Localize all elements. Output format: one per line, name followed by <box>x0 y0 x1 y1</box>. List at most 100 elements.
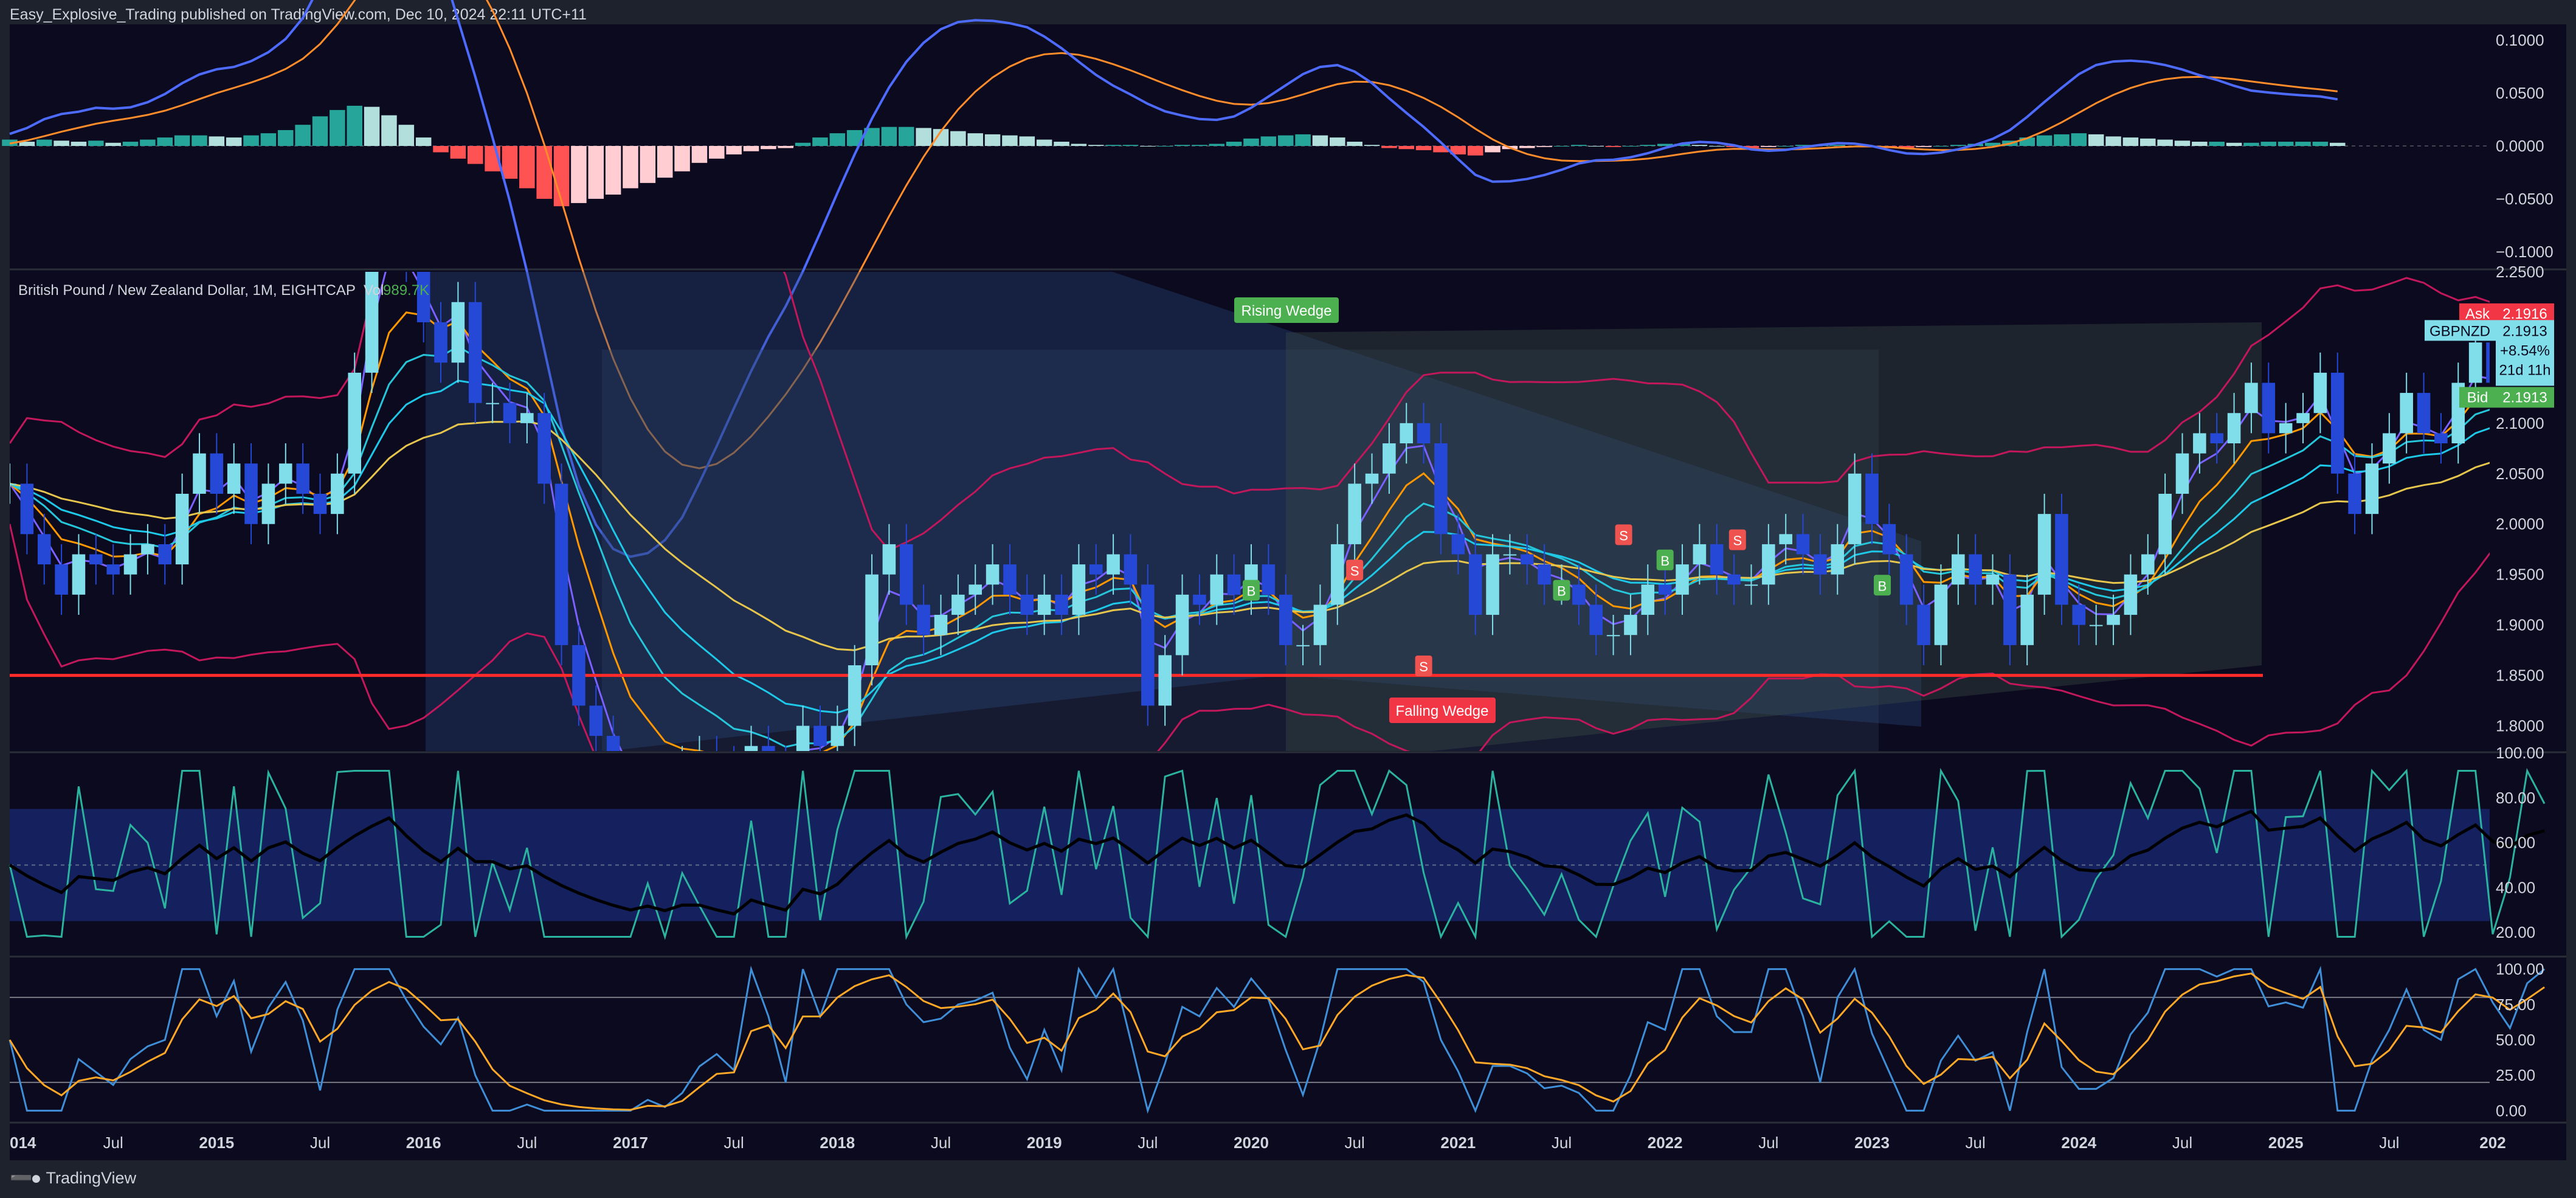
candle-countdown: 21d 11h <box>2499 362 2551 378</box>
macd-histogram-bar <box>812 137 828 146</box>
macd-histogram-bar <box>916 128 931 146</box>
candle-body <box>2037 514 2051 595</box>
sell-marker-text: S <box>1733 533 1742 549</box>
candle-body <box>210 453 224 494</box>
candle-body <box>2486 342 2490 383</box>
macd-histogram-bar <box>1640 145 1656 146</box>
moving-average-line <box>10 420 2490 651</box>
buy-marker-text: B <box>1878 578 1887 594</box>
wedge-zone <box>426 272 1921 751</box>
macd-histogram-bar <box>1140 146 1156 147</box>
candle-body <box>2365 463 2379 514</box>
sell-marker-text: S <box>1419 659 1428 674</box>
macd-histogram-bar <box>1623 146 1638 147</box>
macd-histogram-bar <box>1295 134 1311 146</box>
macd-histogram-bar <box>761 146 776 150</box>
macd-histogram-bar <box>1260 136 1277 146</box>
candle-body <box>1779 534 1792 544</box>
candle-body <box>796 725 810 751</box>
candle-body <box>2227 413 2241 444</box>
macd-histogram-bar <box>726 146 742 154</box>
macd-histogram-bar <box>571 146 587 203</box>
time-axis-label: 2021 <box>1440 1134 1476 1152</box>
macd-histogram-bar <box>54 140 69 146</box>
time-axis-label: 2018 <box>820 1134 855 1152</box>
macd-histogram-bar <box>2312 142 2329 146</box>
sell-marker-text: S <box>1619 528 1628 543</box>
candle-body <box>1831 544 1845 575</box>
candle-body <box>2107 615 2120 625</box>
macd-histogram-bar <box>260 133 277 146</box>
candle-body <box>1383 443 1396 474</box>
candle-body <box>158 544 172 565</box>
macd-histogram-bar <box>105 142 121 146</box>
candle-body <box>1727 574 1741 585</box>
candle-body <box>986 564 1000 585</box>
macd-histogram-bar <box>1002 135 1018 146</box>
candle-body <box>2175 453 2189 494</box>
candle-body <box>1865 473 1879 524</box>
publisher-line: Easy_Explosive_Trading published on Trad… <box>10 6 587 23</box>
symbol-tag: GBPNZD <box>2429 323 2490 339</box>
rising-wedge-label-box <box>1234 297 1339 323</box>
macd-line <box>9 0 2338 558</box>
candle-body <box>865 574 879 665</box>
rsi-axis-label: 100.00 <box>2496 744 2544 762</box>
macd-histogram-bar <box>1605 146 1621 147</box>
time-axis-label: 2025 <box>2268 1134 2304 1152</box>
symbol-legend: British Pound / New Zealand Dollar, 1M, … <box>18 282 356 299</box>
time-axis-label: Jul <box>1552 1134 1572 1152</box>
macd-histogram-bar <box>605 146 621 195</box>
macd-histogram-bar <box>1450 146 1466 154</box>
macd-axis-label: 0.0000 <box>2496 137 2544 155</box>
candle-body <box>106 564 120 575</box>
candle-body <box>244 463 258 524</box>
candle-body <box>1486 554 1499 615</box>
candle-body <box>503 403 517 423</box>
candle-body <box>572 645 585 706</box>
candle-body <box>1882 524 1896 555</box>
candle-body <box>1227 574 1241 595</box>
stoch-axis-label: 75.00 <box>2496 995 2535 1014</box>
candle-body <box>1451 534 1465 555</box>
candle-body <box>2072 604 2086 625</box>
macd-histogram-bar <box>657 146 673 178</box>
macd-histogram <box>2 105 2346 207</box>
time-axis-label: 2019 <box>1027 1134 1062 1152</box>
macd-histogram-bar <box>1984 142 2001 146</box>
candle-body <box>37 534 51 565</box>
macd-histogram-bar <box>502 146 518 179</box>
time-axis-label: 2024 <box>2061 1134 2096 1152</box>
time-axis-label: 014 <box>10 1134 36 1152</box>
candle-body <box>2434 433 2448 444</box>
macd-histogram-bar <box>1519 146 1535 148</box>
stoch-axis-label: 50.00 <box>2496 1031 2535 1049</box>
candle-body <box>1262 564 1276 595</box>
macd-histogram-bar <box>1192 145 1207 146</box>
macd-histogram-bar <box>1916 146 1932 147</box>
macd-histogram-bar <box>415 137 432 146</box>
macd-histogram-bar <box>278 130 294 146</box>
macd-histogram-bar <box>1691 145 1708 146</box>
candle-body <box>1641 584 1655 615</box>
macd-histogram-bar <box>1536 146 1552 147</box>
macd-histogram-bar <box>1226 142 1242 146</box>
candle-body <box>486 403 499 404</box>
time-axis-label: Jul <box>1345 1134 1365 1152</box>
macd-histogram-bar <box>899 126 914 146</box>
ask-label: Ask <box>2465 306 2490 322</box>
footer-branding[interactable]: ➖● TradingView <box>10 1168 136 1189</box>
macd-axis-label: 0.0500 <box>2496 84 2544 102</box>
candle-body <box>1744 584 1758 586</box>
macd-histogram-bar <box>1657 144 1673 146</box>
candle-body <box>830 725 844 746</box>
candle-body <box>451 302 465 363</box>
macd-histogram-bar <box>1277 135 1294 146</box>
stoch-axis-label: 25.00 <box>2496 1066 2535 1084</box>
macd-histogram-bar <box>381 115 397 146</box>
candle-body <box>1296 645 1310 646</box>
candle-body <box>20 483 34 535</box>
candle-body <box>55 564 68 595</box>
candle-body <box>72 554 86 595</box>
